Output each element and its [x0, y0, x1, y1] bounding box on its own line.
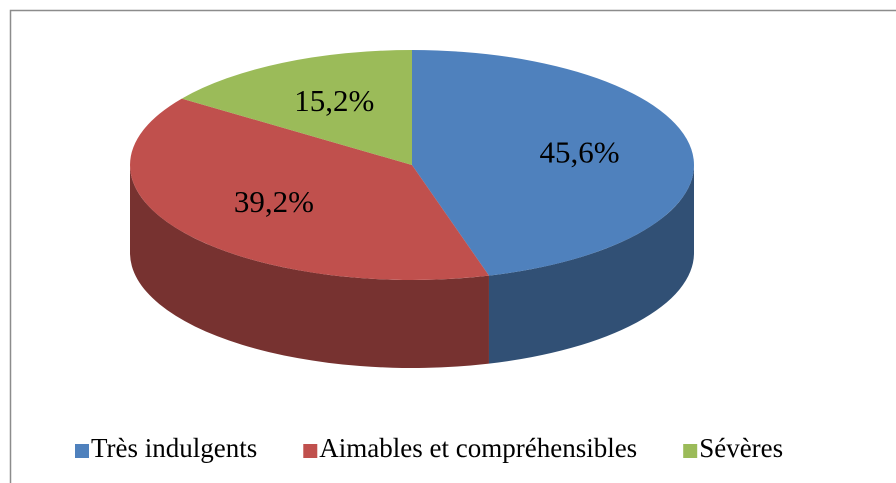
data-label: 15,2%: [294, 83, 374, 118]
legend-swatch: [75, 444, 89, 458]
legend-label: Sévères: [699, 433, 783, 463]
pie-slice: [412, 50, 694, 276]
pie-side: [488, 165, 694, 364]
legend-swatch: [303, 444, 318, 458]
data-label: 45,6%: [540, 135, 620, 170]
legend-label: Très indulgents: [91, 433, 257, 463]
pie-slice: [181, 50, 412, 165]
legend-label: Aimables et compréhensibles: [319, 433, 637, 463]
legend-swatch: [683, 444, 698, 458]
pie-side: [130, 165, 489, 368]
pie-slice: [130, 98, 489, 280]
data-label: 39,2%: [234, 184, 314, 219]
